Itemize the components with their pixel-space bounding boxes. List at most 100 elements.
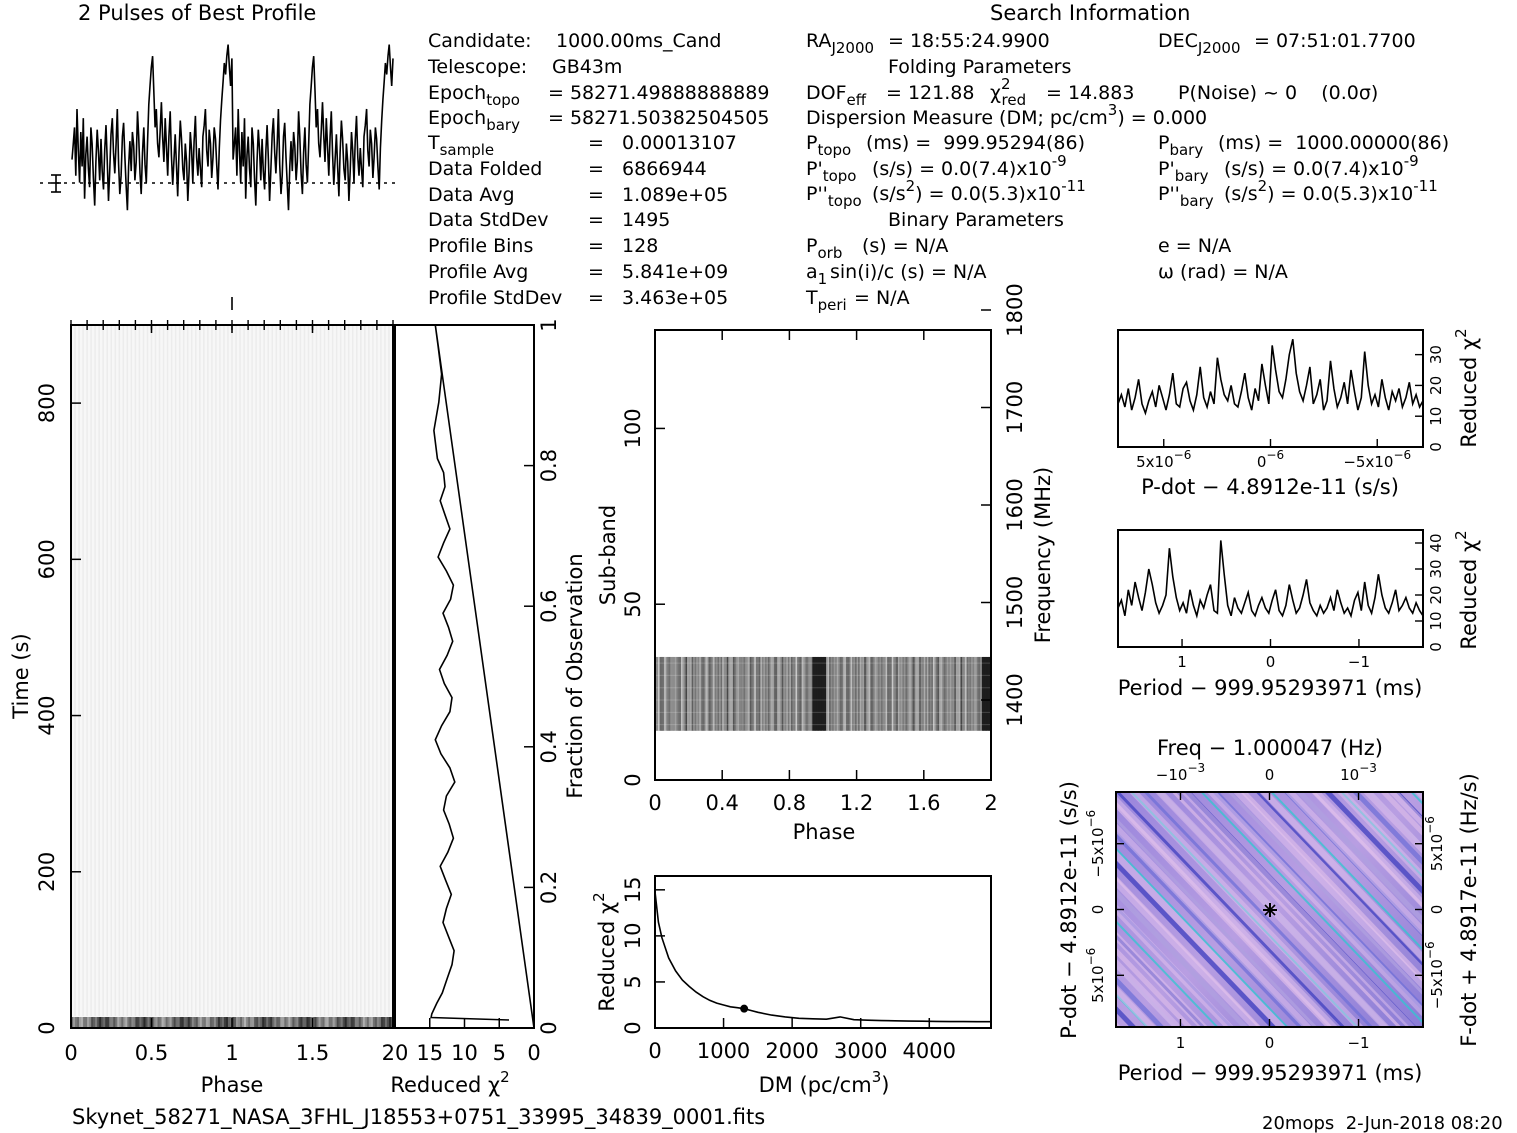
subband-band-cell [720, 656, 723, 731]
subband-band-cell [743, 656, 746, 731]
time-phase-band-cell [296, 1017, 299, 1028]
search-info-title: Search Information [990, 1, 1190, 25]
pddtopo-value: (s/s2) = 0.0(5.3)x10-11 [872, 177, 1086, 205]
time-phase-plot: 0 0.5 1 1.5 0 200 400 600 800 Phase Time (s) [9, 320, 394, 1097]
time-phase-band-cell [356, 1017, 360, 1028]
subband-band-cell [763, 656, 766, 731]
time-phase-band-cell [101, 1017, 104, 1028]
subband-freq-tick-label: 1700 [1003, 381, 1027, 434]
subband-band-cell [981, 656, 984, 731]
subband-band-cell [830, 656, 833, 731]
p-pdot-freq-tick-label: 0 [1265, 766, 1275, 784]
chi2-label: χ2 red [990, 75, 1026, 109]
p-pdot-stripe [1116, 801, 1333, 1027]
subband-band-cell [784, 656, 787, 731]
subband-band-cell [870, 656, 873, 731]
time-phase-band-cell [185, 1017, 189, 1028]
time-phase-band-cell [213, 1017, 217, 1028]
time-phase-band-cell [252, 1017, 255, 1028]
time-chi2-y-tick-label: 0.6 [537, 589, 561, 622]
time-phase-band-cell [71, 1017, 74, 1028]
time-chi2-y-tick-label: 0.4 [537, 730, 561, 763]
subband-band-cell [711, 656, 714, 731]
subband-band-cell [693, 656, 696, 731]
time-phase-band-cell [338, 1017, 341, 1028]
tperi-value: = N/A [854, 287, 910, 309]
subband-band-cell [836, 656, 839, 731]
subband-band-cell [775, 656, 778, 731]
time-phase-band-cell [87, 1017, 90, 1028]
subband-band-cell [745, 656, 748, 731]
dm-line: Dispersion Measure (DM; pc/cm3) = 0.000 [806, 101, 1207, 129]
p-pdot-y-tick-label: −5x10−6 [1084, 810, 1107, 878]
subband-band-cell [682, 656, 685, 731]
ra-value: = 18:55:24.9900 [888, 30, 1050, 52]
subband-band-cell [862, 656, 865, 731]
subband-band-cell [813, 656, 816, 731]
time-phase-band-cell [127, 1017, 130, 1028]
time-phase-x-ticks: 0 0.5 1 1.5 [64, 320, 394, 1065]
time-phase-band-cell [149, 1017, 152, 1028]
period-xlabel: Period − 999.95293971 (ms) [1118, 676, 1423, 700]
subband-band-cell [902, 656, 905, 731]
time-phase-band-cell [370, 1017, 374, 1028]
subband-band-cell [690, 656, 693, 731]
pc-line-y-tick-label: 30 [1427, 559, 1445, 578]
subband-band-cell [957, 656, 960, 731]
subband-band-cell [749, 656, 752, 731]
p-pdot-band [1116, 904, 1235, 1027]
subband-band-cell [952, 656, 955, 731]
subband-band-cell [673, 656, 676, 731]
time-chi2-x-tick-label: 5 [493, 1041, 506, 1065]
profile-avg-label: Profile Avg [428, 261, 528, 283]
subband-band-cell [699, 656, 702, 731]
time-phase-band-cell [171, 1017, 174, 1028]
subband-band-cell [670, 656, 673, 731]
subband-band-cell [900, 656, 903, 731]
subband-band-cell [696, 656, 699, 731]
time-phase-band-cell [368, 1017, 372, 1028]
subband-band-cell [827, 656, 830, 731]
period-chi2-line [1117, 540, 1424, 619]
p-pdot-stripe [1283, 792, 1423, 938]
dm-chi2-plot: 0 1000 2000 3000 4000 0 5 10 15 DM (pc/cm3) Red… [590, 875, 992, 1097]
time-phase-band-cell [232, 1017, 235, 1028]
p-pdot-x-tick-label: −1 [1347, 1034, 1369, 1052]
subband-band-cell [754, 656, 757, 731]
p-pdot-stripe [1240, 792, 1423, 983]
subband-band-cell [929, 656, 932, 731]
subband-band-cell [937, 656, 940, 731]
time-phase-band-cell [276, 1017, 279, 1028]
subband-band-cell [787, 656, 790, 731]
subband-band-cell [983, 656, 986, 731]
time-phase-band-cell [173, 1017, 176, 1028]
pc-line-x-tick-label: 1 [1177, 653, 1187, 671]
subband-band-cell [667, 656, 670, 731]
subband-band-cell [987, 656, 990, 731]
p-pdot-stripe [1116, 830, 1305, 1027]
time-phase-band-cell [91, 1017, 94, 1028]
subband-band-cell [865, 656, 868, 731]
subband-band-cell [859, 656, 862, 731]
subband-band-cell [804, 656, 807, 731]
pc-line-y-tick-label: 10 [1427, 611, 1445, 630]
time-phase-band-cell [133, 1017, 136, 1028]
subband-band-cell [907, 656, 909, 731]
time-phase-band-cell [334, 1017, 337, 1028]
subband-band-cell [853, 656, 856, 731]
subband-band-cell [766, 656, 769, 731]
dm-frame [654, 875, 992, 1029]
p-pdot-band [1362, 792, 1423, 855]
time-chi2-x-tick-label: 0 [527, 1041, 540, 1065]
subband-band-cell [908, 656, 911, 731]
subband-band-cell [873, 656, 876, 731]
time-phase-band-cell [366, 1017, 370, 1028]
subband-x-tick-label: 0.4 [705, 791, 738, 815]
p-pdot-right-label: F-dot + 4.8917e-11 (Hz/s) [1457, 773, 1481, 1047]
dof-value: = 121.88 [886, 82, 974, 104]
time-phase-x-tick-label: 0.5 [135, 1041, 168, 1065]
subband-band-cell [963, 656, 966, 731]
time-phase-band-cell [362, 1017, 366, 1028]
subband-band-cell [806, 656, 809, 731]
